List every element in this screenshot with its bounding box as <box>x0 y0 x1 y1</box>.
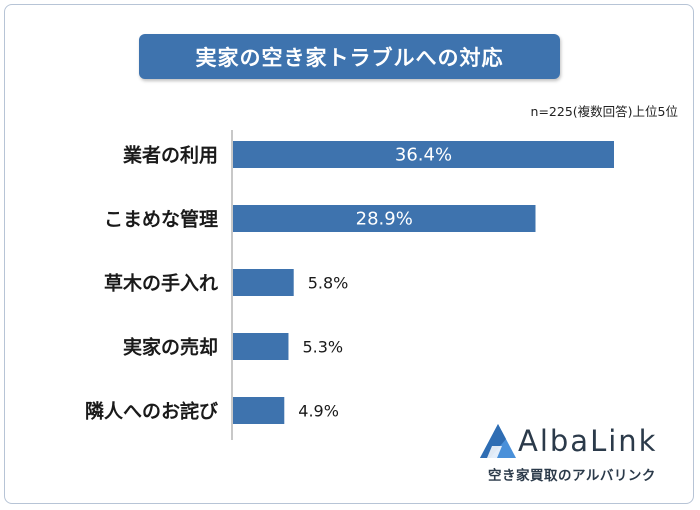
albalink-logo-icon <box>480 424 516 458</box>
chart-frame <box>4 4 694 504</box>
chart-title-box: 実家の空き家トラブルへの対応 <box>139 34 560 79</box>
data-label: 5.3% <box>302 338 343 357</box>
category-label: 隣人へのお詫び <box>85 400 218 423</box>
data-label: 5.8% <box>308 274 349 293</box>
bar <box>233 397 285 424</box>
category-label: 実家の売却 <box>123 336 218 359</box>
albalink-logo: AlbaLink 空き家買取のアルバリンク <box>476 420 686 490</box>
logo-wordmark: AlbaLink <box>518 424 658 458</box>
data-label: 28.9% <box>356 209 413 230</box>
bar <box>233 205 536 232</box>
category-label: こまめな管理 <box>104 208 218 231</box>
chart-title: 実家の空き家トラブルへの対応 <box>195 45 504 70</box>
bar <box>233 141 614 168</box>
bar <box>233 269 294 296</box>
sample-note: n=225(複数回答)上位5位 <box>530 104 678 119</box>
category-label: 草木の手入れ <box>104 272 218 295</box>
logo-tagline: 空き家買取のアルバリンク <box>488 468 656 484</box>
data-label: 36.4% <box>395 145 452 166</box>
bar <box>233 333 289 360</box>
data-label: 4.9% <box>298 402 339 421</box>
category-label: 業者の利用 <box>122 144 218 167</box>
